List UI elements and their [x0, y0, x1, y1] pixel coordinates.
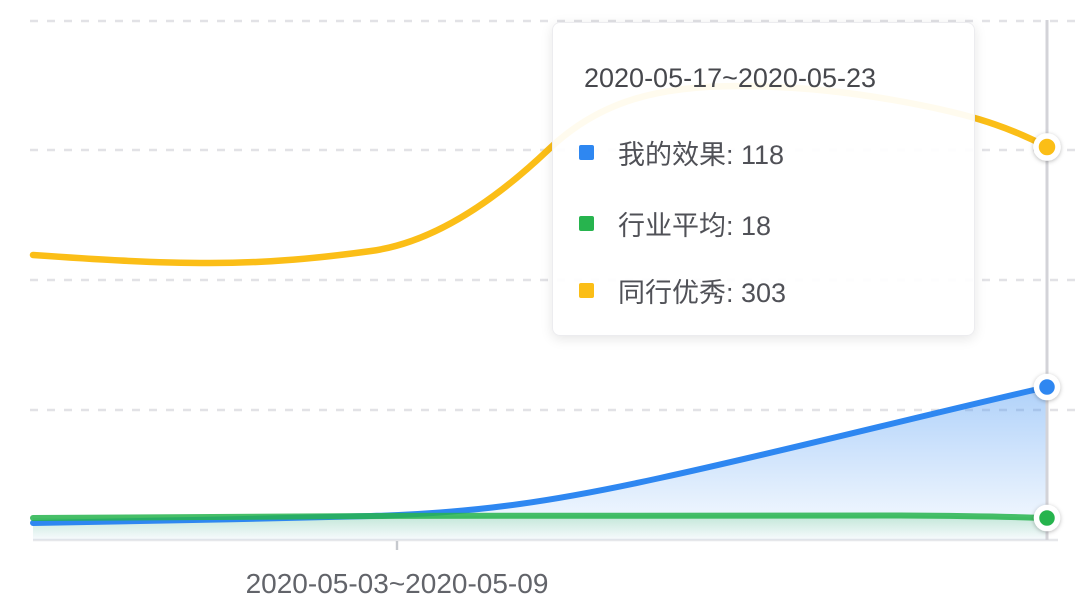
- my-series-swatch-icon: [579, 144, 594, 160]
- tooltip-date-range: 2020-05-17~2020-05-23: [584, 63, 876, 93]
- peer-best-point[interactable]: [1033, 133, 1061, 161]
- industry-avg-line[interactable]: [30, 512, 1050, 521]
- x-axis-tick-label: 2020-05-03~2020-05-09: [245, 568, 549, 599]
- my-series-point[interactable]: [1033, 373, 1061, 401]
- industry-avg-area: [33, 515, 1047, 540]
- tooltip-row-text: 我的效果: 118: [618, 139, 785, 170]
- tooltip-row-text: 同行优秀: 303: [618, 277, 787, 308]
- tooltip-row-peer-best: 同行优秀: 303: [579, 273, 787, 308]
- industry-avg-point[interactable]: [1033, 504, 1061, 532]
- industry-avg-swatch-icon: [579, 215, 594, 231]
- tooltip-row-my-series: 我的效果: 118: [579, 135, 785, 170]
- tooltip-row-industry-avg: 行业平均: 18: [579, 206, 772, 241]
- chart-tooltip: 2020-05-17~2020-05-23 我的效果: 118 行业平均: 18…: [552, 22, 975, 336]
- tooltip-row-text: 行业平均: 18: [618, 210, 772, 241]
- my-series-area: [33, 387, 1047, 540]
- peer-best-swatch-icon: [579, 282, 594, 298]
